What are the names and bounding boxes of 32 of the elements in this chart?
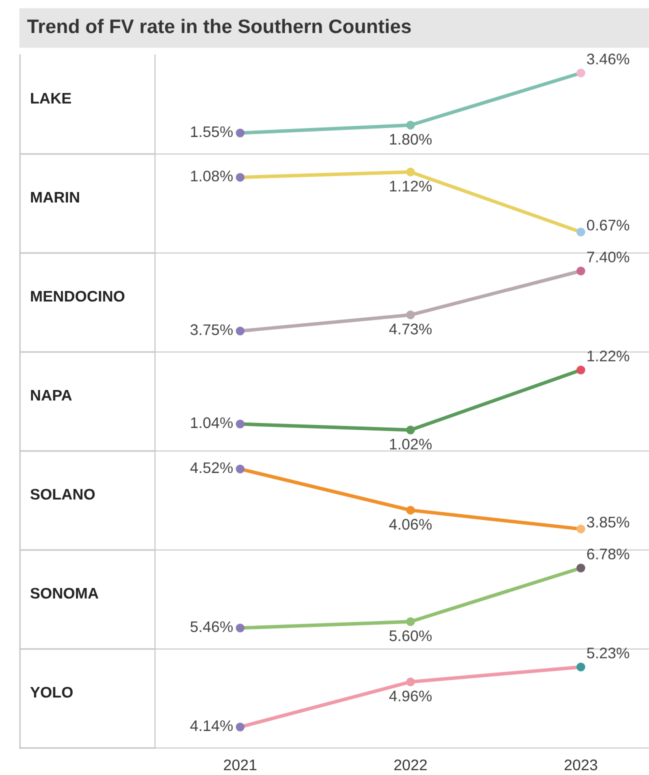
data-label: 7.40% — [587, 252, 630, 262]
data-label: 3.75% — [190, 324, 233, 336]
data-label: 3.85% — [587, 516, 630, 528]
data-label: 1.55% — [191, 126, 233, 138]
data-label: 1.02% — [390, 438, 432, 450]
y-axis-title: SONOMA — [30, 588, 98, 599]
y-axis-title: NAPA — [31, 390, 72, 400]
data-label: 1.80% — [390, 134, 432, 145]
data-label: 5.60% — [389, 630, 432, 642]
data-label: 3.46% — [587, 54, 630, 64]
data-label: 4.96% — [389, 690, 432, 702]
data-label: 4.73% — [389, 324, 432, 334]
chart-title: Trend of FV rate in the Southern Counties — [27, 18, 411, 34]
data-label: 1.12% — [390, 180, 432, 192]
x-tick-label: 2021 — [224, 760, 256, 770]
data-label: 6.78% — [587, 548, 630, 560]
data-label: 1.08% — [191, 170, 233, 182]
data-label: 0.67% — [587, 220, 630, 231]
data-label: 5.23% — [587, 648, 630, 658]
y-axis-title: YOLO — [30, 686, 73, 698]
y-axis-title: LAKE — [31, 92, 71, 104]
data-label: 4.52% — [190, 462, 233, 474]
x-tick-label: 2022 — [394, 760, 427, 770]
y-axis-title: SOLANO — [30, 488, 95, 500]
x-tick-label: 2023 — [564, 760, 598, 770]
data-label: 5.46% — [190, 621, 233, 632]
y-axis-title: MENDOCINO — [31, 290, 124, 302]
data-label: 1.22% — [588, 350, 630, 362]
data-label: 4.06% — [389, 518, 432, 530]
y-axis-title: MARIN — [31, 192, 80, 202]
data-label: 1.04% — [191, 417, 233, 428]
data-label: 4.14% — [190, 720, 233, 732]
